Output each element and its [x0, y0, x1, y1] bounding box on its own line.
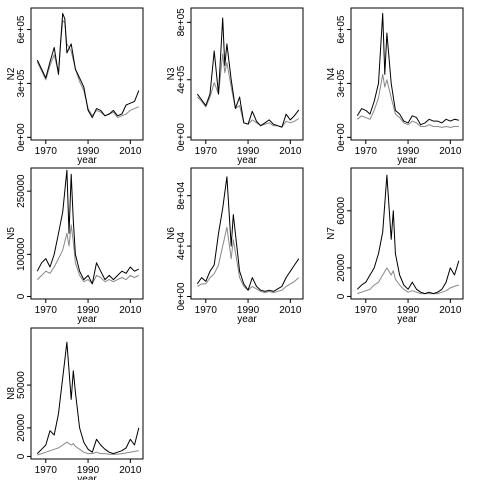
y-tick-label: 20000	[16, 414, 27, 442]
x-tick-label: 1990	[237, 146, 260, 157]
y-tick-label: 3e+05	[16, 69, 27, 98]
y-axis-title: N6	[166, 227, 177, 240]
panel-6: 1970 1990 2010 0 20000 60000 year N7	[326, 167, 464, 325]
series-line-2	[356, 73, 459, 128]
y-tick-label: 0	[336, 293, 347, 299]
y-tick-label: 50000	[16, 371, 27, 399]
y-tick-label: 60000	[336, 196, 347, 224]
series-line-2	[36, 20, 139, 119]
y-tick-label: 0e+00	[336, 123, 347, 152]
x-tick-label: 1990	[77, 305, 100, 316]
y-tick-label: 4e+05	[176, 65, 187, 94]
plot-frame	[30, 7, 144, 141]
y-tick-label: 0e+00	[176, 282, 187, 311]
x-tick-label: 1990	[397, 146, 420, 157]
y-tick-label: 0	[16, 293, 27, 299]
panel-7: 1970 1990 2010 0 20000 50000 year N8	[6, 327, 144, 485]
y-axis-title: N7	[326, 227, 337, 240]
y-tick-label: 100000	[16, 237, 27, 271]
y-axis-title: N3	[166, 67, 177, 80]
x-tick-label: 1970	[195, 146, 218, 157]
x-axis-title: year	[77, 474, 97, 480]
series-line-1	[196, 17, 300, 128]
x-axis-title: year	[397, 314, 417, 325]
panel-1: 1970 1990 2010 0e+00 3e+05 6e+05 year N2	[6, 7, 144, 166]
series-line-2	[357, 267, 459, 295]
series-line-1	[196, 176, 300, 292]
panel-2: 1970 1990 2010 0e+00 4e+05 8e+05 year N3	[166, 7, 304, 166]
y-tick-label: 6e+05	[16, 15, 27, 44]
panel-3: 1970 1990 2010 0e+00 3e+05 6e+05 year N4	[326, 7, 464, 166]
series-line-1	[356, 174, 460, 295]
plot-frame	[30, 327, 144, 460]
x-tick-label: 2010	[279, 146, 302, 157]
series-line-1	[36, 341, 140, 455]
y-tick-label: 0e+00	[176, 123, 187, 152]
x-tick-label: 1990	[77, 465, 100, 476]
x-tick-label: 2010	[439, 146, 462, 157]
x-axis-title: year	[77, 155, 97, 166]
panel-5: 1970 1990 2010 0e+00 4e+04 8e+04 year N6	[166, 167, 304, 325]
series-line-2	[36, 224, 140, 285]
plot-frame	[190, 167, 304, 300]
x-axis-title: year	[77, 314, 97, 325]
plot-frame	[350, 167, 464, 300]
x-tick-label: 2010	[119, 305, 142, 316]
y-axis-title: N8	[6, 387, 17, 400]
y-tick-label: 20000	[336, 254, 347, 282]
y-tick-label: 8e+04	[176, 181, 187, 210]
x-tick-label: 1970	[355, 146, 378, 157]
x-tick-label: 2010	[279, 305, 302, 316]
series-line-1	[36, 12, 140, 119]
plot-frame	[350, 7, 464, 141]
plot-frame	[30, 167, 144, 300]
y-tick-label: 0e+00	[16, 123, 27, 152]
x-axis-title: year	[397, 155, 417, 166]
x-tick-label: 1970	[355, 305, 378, 316]
x-tick-label: 1970	[35, 305, 58, 316]
x-tick-label: 2010	[439, 305, 462, 316]
y-axis-title: N5	[6, 227, 17, 240]
y-tick-label: 8e+05	[176, 8, 187, 37]
y-tick-label: 6e+05	[336, 15, 347, 44]
y-tick-label: 3e+05	[336, 69, 347, 98]
series-line-1	[36, 169, 140, 285]
x-tick-label: 2010	[119, 465, 142, 476]
x-tick-label: 1970	[35, 146, 58, 157]
y-axis-title: N2	[6, 67, 17, 80]
x-tick-label: 2010	[119, 146, 142, 157]
x-tick-label: 1990	[77, 146, 100, 157]
plot-frame	[190, 7, 304, 141]
x-tick-label: 1990	[237, 305, 260, 316]
x-axis-title: year	[237, 155, 257, 166]
y-tick-label: 0	[16, 453, 27, 459]
series-line-1	[356, 12, 459, 126]
x-tick-label: 1970	[195, 305, 218, 316]
y-tick-label: 250000	[16, 174, 27, 208]
y-tick-label: 4e+04	[176, 232, 187, 261]
x-tick-label: 1970	[35, 465, 58, 476]
panel-4: 1970 1990 2010 0 100000 250000 year N5	[6, 167, 144, 325]
y-axis-title: N4	[326, 67, 337, 80]
x-tick-label: 1990	[397, 305, 420, 316]
x-axis-title: year	[237, 314, 257, 325]
series-line-2	[37, 441, 139, 456]
series-line-2	[197, 226, 300, 294]
